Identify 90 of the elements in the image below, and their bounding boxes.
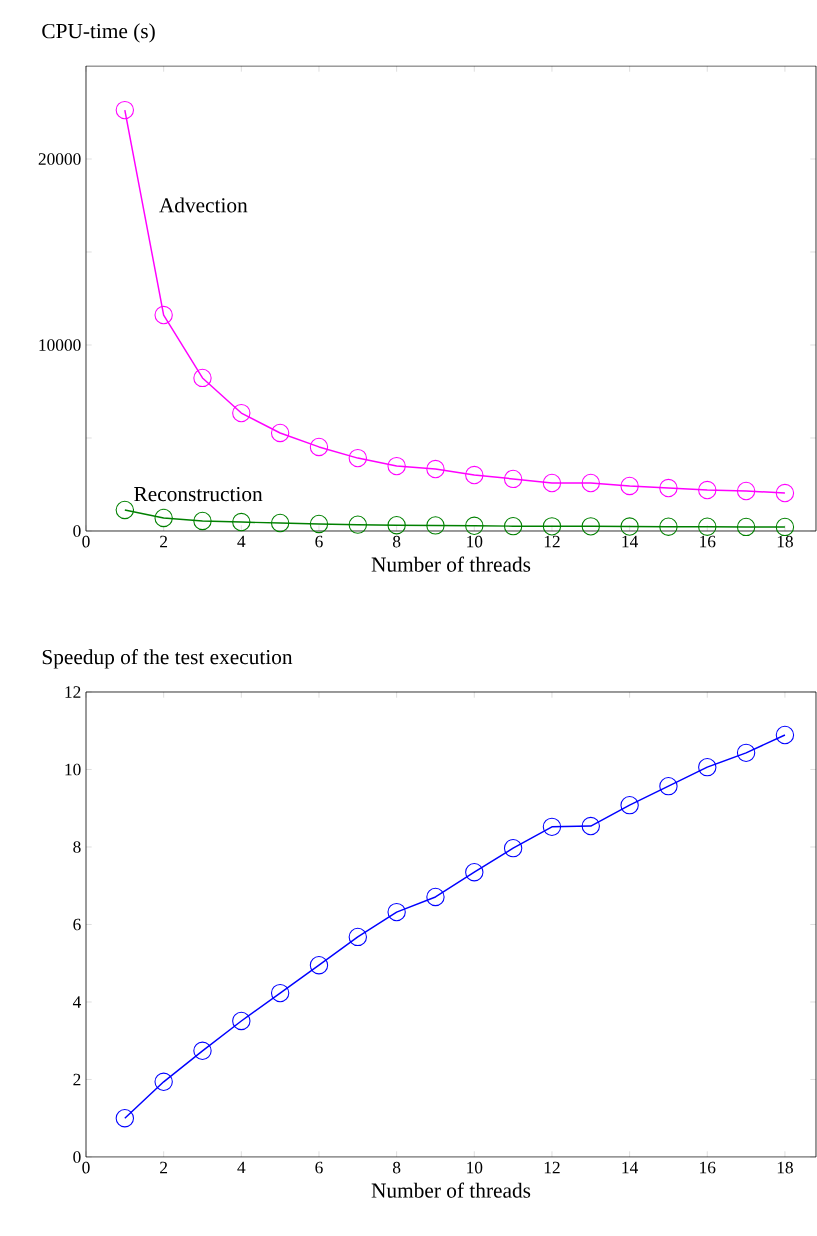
point (309, 955, 329, 975)
x-tick-label: 12 (544, 1161, 560, 1174)
y-axis-title: Speedup of the test execution (42, 649, 293, 669)
point (387, 456, 406, 476)
point (775, 483, 795, 503)
point (581, 473, 600, 493)
point (542, 817, 562, 837)
x-tick-label: 0 (82, 535, 90, 548)
x-tick-label: 16 (700, 535, 716, 548)
point (620, 517, 639, 536)
point (115, 500, 135, 520)
point (232, 403, 251, 423)
point (115, 1109, 135, 1128)
point (465, 862, 484, 882)
x-tick-label: 12 (544, 535, 560, 548)
point (581, 816, 600, 836)
point (736, 517, 756, 537)
x-tick-label: 10 (467, 1161, 483, 1174)
x-tick-label: 16 (700, 1161, 716, 1174)
point (309, 437, 329, 457)
point (387, 902, 406, 922)
point (503, 469, 523, 489)
point (698, 517, 717, 536)
point (270, 983, 290, 1003)
point (659, 776, 678, 796)
point (193, 1041, 212, 1061)
point (232, 512, 251, 532)
y-tick-label: 0 (73, 525, 81, 537)
point (620, 795, 639, 815)
point (348, 927, 368, 947)
x-tick-label: 8 (392, 535, 401, 548)
y-tick-label: 10 (65, 763, 81, 776)
x-tick-label: 4 (237, 1161, 246, 1174)
x-axis-title: Number of threads (371, 556, 531, 572)
point (348, 448, 368, 468)
x-tick-label: 2 (160, 535, 168, 548)
point (387, 516, 406, 535)
point (736, 743, 756, 763)
point (542, 517, 562, 536)
y-tick-label: 0 (73, 1151, 81, 1163)
x-tick-label: 4 (237, 535, 246, 548)
point (736, 481, 756, 501)
point (620, 476, 639, 496)
y-tick-label: 6 (73, 918, 81, 931)
point (426, 516, 445, 535)
y-tick-label: 10000 (39, 339, 81, 351)
point (775, 517, 795, 537)
point (659, 478, 678, 498)
point (115, 100, 135, 120)
x-tick-label: 8 (392, 1161, 401, 1174)
point (154, 508, 173, 528)
point (465, 516, 484, 535)
point (309, 514, 329, 534)
point (232, 1011, 251, 1031)
point (426, 887, 445, 907)
series-label: Advection (159, 197, 248, 213)
point (503, 838, 523, 858)
x-tick-label: 10 (467, 535, 483, 548)
y-tick-label: 20000 (38, 153, 81, 165)
x-tick-label: 0 (82, 1161, 90, 1174)
y-tick-label: 4 (72, 996, 82, 1008)
point (426, 459, 445, 479)
x-axis-title: Number of threads (371, 1182, 531, 1198)
point (503, 516, 523, 536)
x-tick-label: 14 (622, 1161, 639, 1174)
point (698, 480, 717, 500)
point (154, 1072, 173, 1092)
x-tick-label: 14 (622, 535, 639, 548)
point (659, 517, 678, 536)
point (465, 465, 484, 485)
point (581, 517, 600, 536)
point (154, 305, 173, 325)
x-tick-label: 18 (777, 535, 793, 548)
point (698, 757, 717, 777)
y-tick-label: 12 (65, 686, 81, 698)
point (542, 473, 562, 493)
x-tick-label: 2 (160, 1161, 168, 1174)
point (193, 511, 212, 531)
point (270, 513, 290, 533)
point (270, 423, 290, 443)
x-tick-label: 6 (315, 535, 323, 548)
x-tick-label: 6 (315, 1161, 323, 1174)
y-axis-title: CPU-time (s) (42, 23, 155, 43)
point (193, 368, 212, 388)
y-tick-label: 2 (73, 1073, 81, 1086)
x-tick-label: 18 (777, 1161, 793, 1174)
y-tick-label: 8 (73, 841, 81, 853)
point (775, 725, 795, 745)
series-label: Reconstruction (134, 486, 263, 502)
point (348, 515, 368, 534)
